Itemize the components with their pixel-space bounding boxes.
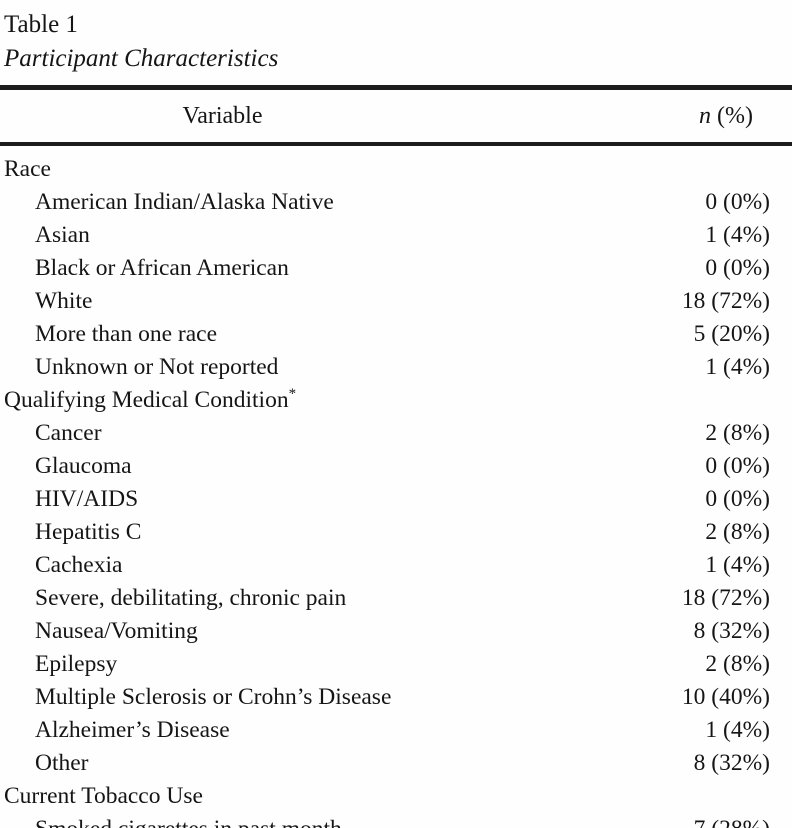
row-label: Smoked cigarettes in past month	[0, 813, 342, 828]
row-label: More than one race	[35, 321, 218, 347]
table-number: Table 1	[4, 11, 78, 38]
table-row: Nausea/Vomiting 8 (32%)	[0, 615, 792, 648]
row-value: 18 (72%)	[681, 585, 770, 611]
table-caption: Table 1 Participant Characteristics	[0, 0, 792, 76]
table-row: Smoked cigarettes in past month 7 (28%)	[0, 813, 792, 828]
table-row: Cancer 2 (8%)	[0, 417, 792, 450]
section-header-row: Qualifying Medical Condition*	[0, 384, 792, 417]
row-value: 8 (32%)	[693, 618, 770, 644]
table-row: American Indian/Alaska Native 0 (0%)	[0, 186, 792, 219]
table-row: HIV/AIDS 0 (0%)	[0, 483, 792, 516]
row-label: Race	[4, 156, 51, 182]
row-label: Cachexia	[35, 552, 123, 578]
row-value: 1 (4%)	[705, 354, 770, 380]
row-value: 0 (0%)	[705, 255, 770, 281]
row-label: Current Tobacco Use	[4, 783, 203, 809]
column-header-n-percent: n (%)	[445, 103, 792, 130]
row-label: Severe, debilitating, chronic pain	[35, 585, 347, 611]
column-header-variable: Variable	[182, 102, 263, 129]
row-label: American Indian/Alaska Native	[35, 189, 334, 215]
row-label: Multiple Sclerosis or Crohn’s Disease	[35, 684, 392, 710]
row-label: Asian	[35, 222, 90, 248]
row-label: Hepatitis C	[35, 519, 142, 545]
table-row: More than one race 5 (20%)	[0, 318, 792, 351]
table-header-row: Variable n (%)	[0, 90, 792, 142]
row-value: 0 (0%)	[705, 453, 770, 479]
table-row: Alzheimer’s Disease 1 (4%)	[0, 714, 792, 747]
section-marker: *	[288, 386, 297, 403]
table-row: Hepatitis C 2 (8%)	[0, 516, 792, 549]
section-header-row: Race	[0, 153, 792, 186]
row-label: Black or African American	[35, 255, 289, 281]
row-label: Nausea/Vomiting	[35, 618, 198, 644]
row-value: 2 (8%)	[705, 420, 770, 446]
row-value: 10 (40%)	[681, 684, 770, 710]
n-percent-suffix: (%)	[711, 102, 753, 129]
table-row: Black or African American 0 (0%)	[0, 252, 792, 285]
table-title: Participant Characteristics	[4, 45, 279, 72]
header-rule	[0, 142, 792, 146]
row-value: 8 (32%)	[693, 750, 770, 776]
top-rule	[0, 85, 792, 90]
table-row: Asian 1 (4%)	[0, 219, 792, 252]
row-label: Other	[35, 750, 89, 776]
table-row: Other 8 (32%)	[0, 747, 792, 780]
row-value: 1 (4%)	[705, 222, 770, 248]
row-label: Epilepsy	[35, 651, 118, 677]
row-label: Alzheimer’s Disease	[35, 717, 230, 743]
section-header-row: Current Tobacco Use	[0, 780, 792, 813]
table-row: Epilepsy 2 (8%)	[0, 648, 792, 681]
row-label: Glaucoma	[35, 453, 132, 479]
row-value: 2 (8%)	[705, 519, 770, 545]
table-row: White 18 (72%)	[0, 285, 792, 318]
row-value: 1 (4%)	[705, 717, 770, 743]
row-value: 5 (20%)	[693, 321, 770, 347]
row-value: 0 (0%)	[705, 189, 770, 215]
table-row: Severe, debilitating, chronic pain 18 (72…	[0, 582, 792, 615]
table-row: Glaucoma 0 (0%)	[0, 450, 792, 483]
row-label: Cancer	[35, 420, 102, 446]
table-row: Unknown or Not reported 1 (4%)	[0, 351, 792, 384]
table-row: Cachexia 1 (4%)	[0, 549, 792, 582]
table-row: Multiple Sclerosis or Crohn’s Disease 10 …	[0, 681, 792, 714]
row-label: White	[35, 288, 93, 314]
n-symbol: n	[699, 102, 712, 129]
row-value: 2 (8%)	[705, 651, 770, 677]
row-value: 0 (0%)	[705, 486, 770, 512]
row-label: Unknown or Not reported	[35, 354, 279, 380]
row-value: 18 (72%)	[681, 288, 770, 314]
row-value: 1 (4%)	[705, 552, 770, 578]
row-label: HIV/AIDS	[35, 486, 139, 512]
table-body: Race American Indian/Alaska Native 0 (0%) A…	[0, 146, 792, 828]
row-value: 7 (28%)	[694, 813, 792, 828]
row-label: Qualifying Medical Condition*	[4, 386, 297, 413]
